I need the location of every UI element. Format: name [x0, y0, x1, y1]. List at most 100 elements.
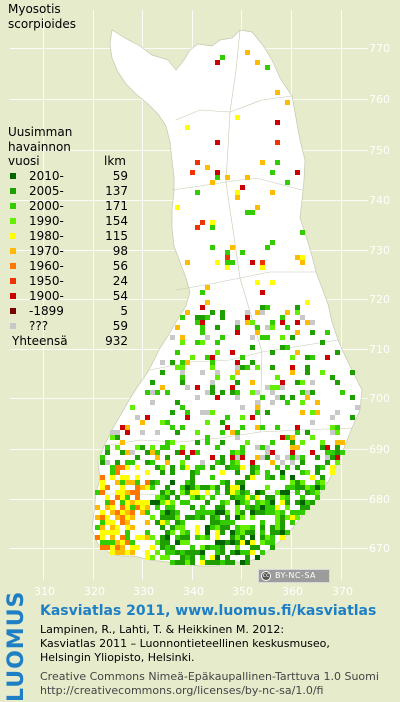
observation-square [245, 315, 250, 320]
observation-square [185, 560, 190, 565]
observation-square [255, 455, 260, 460]
observation-square [190, 475, 195, 480]
observation-square [190, 550, 195, 555]
license-url[interactable]: http://creativecommons.org/licenses/by-n… [40, 684, 324, 697]
observation-square [155, 480, 160, 485]
observation-square [305, 320, 310, 325]
observation-square [155, 520, 160, 525]
observation-square [270, 535, 275, 540]
observation-square [275, 120, 280, 125]
observation-square [105, 540, 110, 545]
observation-square [170, 545, 175, 550]
legend-label: 2005- [29, 184, 64, 198]
observation-square [280, 530, 285, 535]
observation-square [235, 550, 240, 555]
observation-square [180, 555, 185, 560]
observation-square [205, 490, 210, 495]
observation-square [155, 500, 160, 505]
observation-square [245, 530, 250, 535]
observation-square [160, 510, 165, 515]
observation-square [280, 320, 285, 325]
legend-row-1990: 1990- 154 [8, 214, 132, 229]
observation-square [160, 360, 165, 365]
observation-square [325, 355, 330, 360]
observation-square [260, 260, 265, 265]
observation-square [255, 410, 260, 415]
observation-square [325, 450, 330, 455]
observation-square [230, 260, 235, 265]
observation-square [190, 450, 195, 455]
observation-square [320, 340, 325, 345]
observation-square [255, 495, 260, 500]
observation-square [320, 475, 325, 480]
observation-square [160, 540, 165, 545]
observation-square [240, 480, 245, 485]
observation-square [300, 455, 305, 460]
observation-square [230, 390, 235, 395]
observation-square [315, 485, 320, 490]
observation-square [140, 500, 145, 505]
observation-square [235, 330, 240, 335]
observation-square [120, 440, 125, 445]
observation-square [210, 555, 215, 560]
legend-row-1950: 1950- 24 [8, 274, 132, 289]
observation-square [240, 500, 245, 505]
observation-square [220, 440, 225, 445]
observation-square [100, 540, 105, 545]
observation-square [295, 490, 300, 495]
observation-square [115, 490, 120, 495]
legend-row-2005: 2005- 137 [8, 184, 132, 199]
observation-square [340, 440, 345, 445]
observation-square [250, 415, 255, 420]
observation-square [325, 330, 330, 335]
observation-square [270, 365, 275, 370]
observation-square [215, 375, 220, 380]
observation-square [270, 450, 275, 455]
observation-square [175, 535, 180, 540]
observation-square [220, 455, 225, 460]
observation-square [150, 515, 155, 520]
observation-square [250, 260, 255, 265]
y-tick-label: 690 [369, 443, 390, 456]
observation-square [335, 455, 340, 460]
license-name: Creative Commons Nimeä-Epäkaupallinen-Ta… [40, 670, 379, 683]
observation-square [180, 375, 185, 380]
observation-square [180, 445, 185, 450]
y-tick-label: 750 [369, 144, 390, 157]
observation-square [230, 535, 235, 540]
observation-square [110, 550, 115, 555]
observation-square [215, 535, 220, 540]
observation-square [335, 425, 340, 430]
observation-square [215, 510, 220, 515]
luomus-logo[interactable]: LUOMUS [0, 591, 34, 702]
observation-square [185, 490, 190, 495]
cc-license-badge[interactable]: cc BY-NC-SA [258, 569, 330, 583]
observation-square [290, 335, 295, 340]
observation-square [200, 290, 205, 295]
observation-square [270, 540, 275, 545]
observation-square [185, 540, 190, 545]
observation-square [220, 525, 225, 530]
observation-square [210, 220, 215, 225]
observation-square [280, 435, 285, 440]
species-name-line1: Myosotis [8, 2, 61, 16]
observation-square [125, 460, 130, 465]
observation-square [230, 520, 235, 525]
observation-square [100, 525, 105, 530]
observation-square [210, 310, 215, 315]
observation-square [115, 445, 120, 450]
observation-square [205, 500, 210, 505]
observation-square [225, 250, 230, 255]
observation-square [165, 485, 170, 490]
observation-square [210, 520, 215, 525]
legend-label: ??? [29, 319, 49, 333]
observation-square [185, 485, 190, 490]
observation-square [270, 495, 275, 500]
observation-square [255, 505, 260, 510]
observation-square [130, 490, 135, 495]
observation-square [155, 495, 160, 500]
atlas-title-link[interactable]: Kasviatlas 2011, www.luomus.fi/kasviatla… [40, 603, 377, 619]
y-tick-label: 680 [369, 493, 390, 506]
observation-square [240, 510, 245, 515]
